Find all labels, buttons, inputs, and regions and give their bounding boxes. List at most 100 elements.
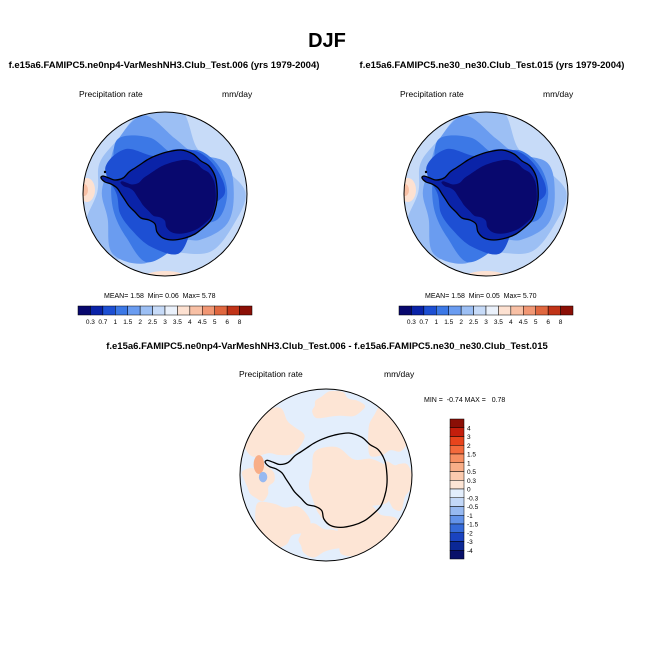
diff-negative-peak bbox=[258, 471, 268, 483]
diff-colorbar-box-3 bbox=[449, 445, 465, 455]
left-colorbar-tick-label: 3.5 bbox=[173, 319, 182, 326]
left-colorbar-tick-label: 2 bbox=[138, 319, 142, 326]
right-colorbar-box-5 bbox=[460, 305, 474, 316]
right-colorbar-box-13 bbox=[560, 305, 574, 316]
diff-positive-region-0 bbox=[244, 407, 305, 457]
diff-neutral-negative bbox=[240, 389, 412, 561]
right-min-value: 0.05 bbox=[486, 293, 500, 300]
left-island bbox=[103, 170, 107, 174]
left-coastal-band bbox=[100, 149, 218, 240]
diff-colorbar-box-5 bbox=[449, 462, 465, 472]
right-band-0-7 bbox=[426, 148, 547, 255]
diff-colorbar-box-14 bbox=[449, 541, 465, 551]
diff-colorbar-tick-label: -4 bbox=[467, 548, 473, 555]
diff-colorbar-box-4 bbox=[449, 453, 465, 463]
diff-positive-region-2 bbox=[255, 501, 311, 549]
diff-variable-label: Precipitation rate bbox=[239, 369, 303, 379]
right-coastal-band bbox=[421, 149, 539, 240]
right-min-label: Min= bbox=[468, 293, 485, 300]
left-colorbar-box-0 bbox=[77, 305, 91, 316]
diff-coastline bbox=[264, 432, 388, 529]
left-band-1-5 bbox=[101, 115, 234, 264]
left-colorbar-box-7 bbox=[164, 305, 178, 316]
right-colorbar-box-2 bbox=[423, 305, 437, 316]
diff-colorbar-box-7 bbox=[449, 480, 465, 490]
diff-map-border bbox=[239, 388, 413, 562]
diff-colorbar-tick-label: -1 bbox=[467, 513, 473, 520]
right-map-border bbox=[403, 111, 569, 277]
diff-colorbar-tick-label: 0 bbox=[467, 487, 471, 494]
left-warm-patch-west-core bbox=[83, 184, 88, 196]
left-max-value: 5.78 bbox=[201, 293, 216, 300]
right-ocean-field bbox=[404, 112, 568, 276]
left-colorbar-box-9 bbox=[189, 305, 203, 316]
diff-colorbar-box-9 bbox=[449, 497, 465, 507]
left-max-label: Max= bbox=[182, 293, 200, 300]
right-units-label: mm/day bbox=[543, 89, 574, 99]
right-colorbar-tick-label: 3 bbox=[484, 319, 488, 326]
right-colorbar-tick-label: 2 bbox=[459, 319, 463, 326]
diff-positive-region-5 bbox=[382, 461, 412, 512]
diff-positive-region-6 bbox=[241, 465, 275, 502]
diff-colorbar-tick-label: -3 bbox=[467, 539, 473, 546]
right-band-2 bbox=[406, 112, 567, 262]
diff-positive-region-7 bbox=[312, 390, 366, 419]
left-colorbar-tick-label: 8 bbox=[238, 319, 242, 326]
left-warm-patch-north bbox=[141, 271, 189, 276]
right-colorbar-tick-label: 3.5 bbox=[494, 319, 503, 326]
diff-colorbar-box-6 bbox=[449, 471, 465, 481]
left-map-border bbox=[82, 111, 248, 277]
right-panel-title: f.e15a6.FAMIPC5.ne30_ne30.Club_Test.015 … bbox=[359, 60, 625, 71]
diff-minmax-text: MIN = -0.74 MAX = 0.78 bbox=[424, 397, 506, 404]
diff-colorbar-tick-label: 1.5 bbox=[467, 452, 476, 459]
diff-colorbar-tick-label: -0.3 bbox=[467, 495, 479, 502]
right-mean-label: MEAN= bbox=[425, 293, 450, 300]
diff-colorbar-box-13 bbox=[449, 532, 465, 542]
right-max-label: Max= bbox=[503, 293, 521, 300]
diff-colorbar-tick-label: -1.5 bbox=[467, 522, 479, 529]
left-mean-value: 1.58 bbox=[130, 293, 144, 300]
diff-colorbar-box-11 bbox=[449, 515, 465, 525]
right-colorbar-tick-label: 2.5 bbox=[469, 319, 478, 326]
right-colorbar-box-7 bbox=[485, 305, 499, 316]
left-colorbar-tick-label: 5 bbox=[213, 319, 217, 326]
diff-colorbar-tick-label: -2 bbox=[467, 530, 473, 537]
right-colorbar-box-4 bbox=[448, 305, 462, 316]
diff-colorbar-box-0 bbox=[449, 418, 465, 428]
diff-colorbar-box-12 bbox=[449, 523, 465, 533]
diff-units-label: mm/day bbox=[384, 369, 415, 379]
right-colorbar-box-8 bbox=[498, 305, 512, 316]
right-colorbar-tick-label: 5 bbox=[534, 319, 538, 326]
diff-positive-region-1 bbox=[337, 498, 401, 557]
right-interior-low bbox=[441, 159, 537, 234]
left-colorbar-box-3 bbox=[115, 305, 128, 316]
left-colorbar-tick-label: 4.5 bbox=[198, 319, 207, 326]
diff-colorbar-tick-label: 0.5 bbox=[467, 469, 476, 476]
left-colorbar-box-11 bbox=[214, 305, 228, 316]
right-colorbar-box-3 bbox=[436, 305, 449, 316]
diff-colorbar-box-8 bbox=[449, 488, 465, 498]
left-colorbar-box-5 bbox=[139, 305, 153, 316]
diff-colorbar-tick-label: -0.5 bbox=[467, 504, 479, 511]
right-colorbar-tick-label: 4 bbox=[509, 319, 513, 326]
right-colorbar-tick-label: 6 bbox=[546, 319, 550, 326]
left-colorbar-box-13 bbox=[239, 305, 253, 316]
left-colorbar-tick-label: 6 bbox=[225, 319, 229, 326]
right-colorbar-box-1 bbox=[411, 305, 425, 316]
right-coastline bbox=[421, 149, 539, 241]
left-mean-label: MEAN= bbox=[104, 293, 129, 300]
left-colorbar-box-12 bbox=[226, 305, 240, 316]
left-colorbar-tick-label: 1 bbox=[113, 319, 117, 326]
diff-positive-region-3 bbox=[368, 405, 411, 457]
right-warm-patch-north bbox=[462, 271, 510, 276]
left-units-label: mm/day bbox=[222, 89, 253, 99]
right-variable-label: Precipitation rate bbox=[400, 89, 464, 99]
diff-panel-title: f.e15a6.FAMIPC5.ne0np4-VarMeshNH3.Club_T… bbox=[106, 341, 548, 352]
diff-positive-region-8 bbox=[308, 446, 393, 529]
right-warm-patch-west-core bbox=[404, 184, 409, 196]
right-colorbar-tick-label: 0.3 bbox=[407, 319, 416, 326]
left-colorbar-tick-label: 0.7 bbox=[98, 319, 107, 326]
left-colorbar-tick-label: 1.5 bbox=[123, 319, 132, 326]
figure-season-title: DJF bbox=[308, 30, 346, 52]
right-colorbar-tick-label: 8 bbox=[559, 319, 563, 326]
